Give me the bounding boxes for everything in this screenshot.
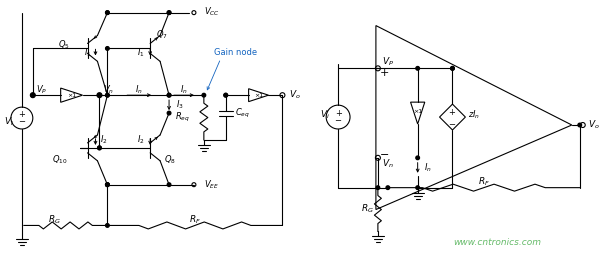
Text: $V_P$: $V_P$: [36, 84, 47, 97]
Circle shape: [106, 93, 109, 97]
Circle shape: [451, 67, 454, 70]
Text: ×1: ×1: [254, 93, 263, 98]
Circle shape: [167, 93, 171, 97]
Text: $+$: $+$: [379, 67, 389, 78]
Circle shape: [106, 47, 109, 50]
Text: $I_n$: $I_n$: [424, 162, 431, 174]
Text: Gain node: Gain node: [214, 48, 257, 57]
Circle shape: [578, 123, 581, 127]
Circle shape: [416, 156, 419, 160]
Text: $V_{EE}$: $V_{EE}$: [204, 178, 219, 191]
Text: $C_{eq}$: $C_{eq}$: [235, 106, 250, 120]
Text: $I_1$: $I_1$: [84, 46, 91, 59]
Circle shape: [202, 93, 206, 97]
Circle shape: [224, 93, 227, 97]
Text: $-$: $-$: [448, 119, 457, 128]
Text: $R_G$: $R_G$: [361, 202, 374, 215]
Circle shape: [167, 111, 171, 115]
Circle shape: [106, 183, 109, 186]
Circle shape: [376, 186, 380, 189]
Text: $Q_{10}$: $Q_{10}$: [52, 154, 68, 166]
Circle shape: [106, 224, 109, 227]
Text: $-$: $-$: [379, 148, 389, 158]
Text: $V_o$: $V_o$: [588, 119, 599, 131]
Circle shape: [451, 67, 454, 70]
Circle shape: [386, 186, 389, 189]
Text: $V_n$: $V_n$: [103, 84, 115, 97]
Text: $Q_5$: $Q_5$: [58, 38, 70, 51]
Circle shape: [224, 93, 227, 97]
Text: $I_1$: $I_1$: [137, 46, 145, 59]
Circle shape: [167, 93, 171, 97]
Circle shape: [167, 11, 171, 14]
Text: ×1: ×1: [413, 109, 422, 114]
Text: $V_i$: $V_i$: [4, 116, 14, 128]
Text: −: −: [335, 117, 341, 125]
Circle shape: [167, 11, 171, 14]
Circle shape: [416, 186, 419, 189]
Circle shape: [106, 93, 109, 97]
Circle shape: [106, 183, 109, 186]
Text: $V_{CC}$: $V_{CC}$: [204, 5, 220, 18]
Text: $V_i$: $V_i$: [320, 109, 330, 121]
Text: www.cntronics.com: www.cntronics.com: [453, 238, 541, 247]
Circle shape: [98, 146, 101, 150]
Circle shape: [98, 93, 101, 97]
Circle shape: [167, 183, 171, 186]
Text: $I_2$: $I_2$: [137, 134, 145, 146]
Text: $+$: $+$: [448, 107, 457, 117]
Text: $Q_8$: $Q_8$: [164, 154, 176, 166]
Text: +: +: [335, 109, 341, 118]
Circle shape: [98, 146, 101, 150]
Text: $R_F$: $R_F$: [478, 176, 490, 188]
Text: $I_2$: $I_2$: [100, 134, 108, 146]
Text: $R_{eq}$: $R_{eq}$: [175, 110, 190, 124]
Text: $zI_n$: $zI_n$: [469, 109, 481, 121]
Text: $V_P$: $V_P$: [382, 55, 394, 68]
Text: $R_G$: $R_G$: [48, 213, 61, 226]
Text: $Q_7$: $Q_7$: [156, 28, 168, 41]
Text: $V_o$: $V_o$: [289, 89, 301, 101]
Circle shape: [31, 93, 35, 97]
Circle shape: [106, 183, 109, 186]
Circle shape: [106, 11, 109, 14]
Text: $R_F$: $R_F$: [189, 213, 201, 226]
Text: $V_n$: $V_n$: [382, 157, 394, 170]
Text: ×1: ×1: [67, 93, 76, 98]
Circle shape: [416, 67, 419, 70]
Text: +: +: [19, 110, 25, 119]
Text: $I_n$: $I_n$: [180, 84, 188, 97]
Text: $I_3$: $I_3$: [176, 99, 184, 111]
Text: −: −: [19, 118, 25, 126]
Text: $I_n$: $I_n$: [136, 84, 143, 97]
Circle shape: [106, 11, 109, 14]
